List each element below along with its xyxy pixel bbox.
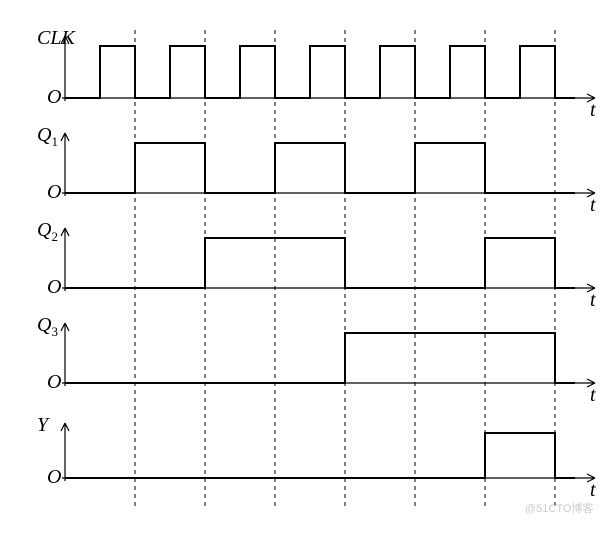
Q2-label: Q2 — [37, 219, 58, 244]
origin-label: O — [47, 371, 61, 393]
Y-waveform — [65, 433, 575, 478]
y-axis — [61, 323, 69, 386]
origin-label: O — [47, 466, 61, 488]
y-axis — [61, 423, 69, 481]
Q2-waveform — [65, 238, 575, 288]
Q1-label: Q1 — [37, 124, 58, 149]
Y-label: Y — [37, 414, 50, 436]
origin-label: O — [47, 276, 61, 298]
Q3-label: Q3 — [37, 314, 58, 339]
t-label: t — [590, 479, 596, 501]
timing-diagram: CLKOtQ1OtQ2OtQ3OtYOt@51CTO博客 — [10, 10, 605, 524]
t-label: t — [590, 289, 596, 311]
Q3-waveform — [65, 333, 575, 383]
CLK-label: CLK — [37, 27, 76, 49]
Q1-waveform — [65, 143, 575, 193]
t-label: t — [590, 194, 596, 216]
origin-label: O — [47, 86, 61, 108]
y-axis — [61, 228, 69, 291]
watermark: @51CTO博客 — [525, 501, 593, 515]
t-label: t — [590, 99, 596, 121]
y-axis — [61, 133, 69, 196]
CLK-waveform — [65, 46, 575, 98]
origin-label: O — [47, 181, 61, 203]
t-label: t — [590, 384, 596, 406]
